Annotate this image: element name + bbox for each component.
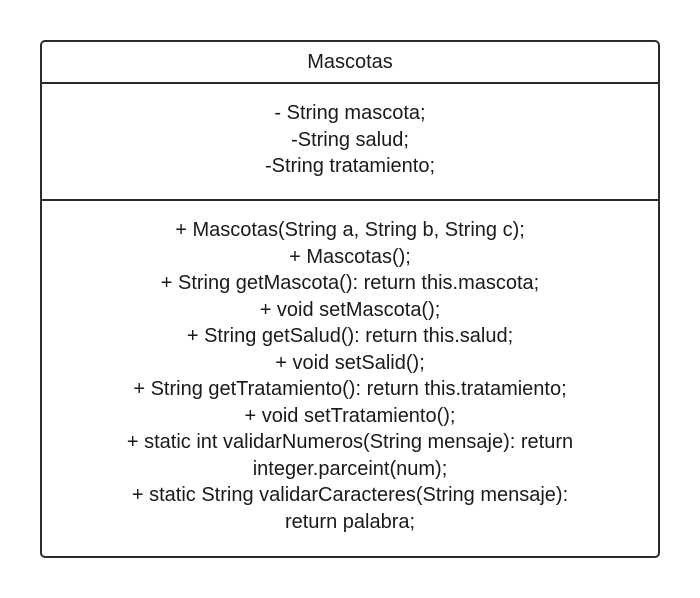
class-name: Mascotas [307, 50, 393, 73]
class-name-compartment: Mascotas [42, 42, 658, 84]
method-constructor-empty: + Mascotas(); [289, 245, 411, 268]
method-constructor-args: + Mascotas(String a, String b, String c)… [175, 219, 525, 241]
methods-compartment: + Mascotas(String a, String b, String c)… [42, 201, 658, 556]
attributes-compartment: - String mascota; -String salud; -String… [42, 84, 658, 201]
method-get-tratamiento: + String getTratamiento(): return this.t… [133, 378, 567, 400]
method-set-salid: + void setSalid(); [275, 351, 425, 374]
attribute-salud: -String salud; [291, 128, 409, 151]
method-set-tratamiento: + void setTratamiento(); [244, 404, 456, 427]
attribute-tratamiento: -String tratamiento; [264, 155, 436, 177]
uml-class-box: Mascotas - String mascota; -String salud… [40, 40, 660, 558]
method-validar-caracteres: + static String validarCaracteres(String… [131, 484, 569, 506]
method-validar-numeros-cont: integer.parceint(num); [252, 457, 448, 480]
method-validar-numeros: + static int validarNumeros(String mensa… [126, 431, 574, 453]
method-set-mascota: + void setMascota(); [259, 298, 441, 321]
method-validar-caracteres-cont: return palabra; [284, 510, 416, 533]
method-get-mascota: + String getMascota(): return this.masco… [160, 272, 540, 294]
method-get-salud: + String getSalud(): return this.salud; [186, 325, 514, 347]
attribute-mascota: - String mascota; [274, 102, 426, 124]
